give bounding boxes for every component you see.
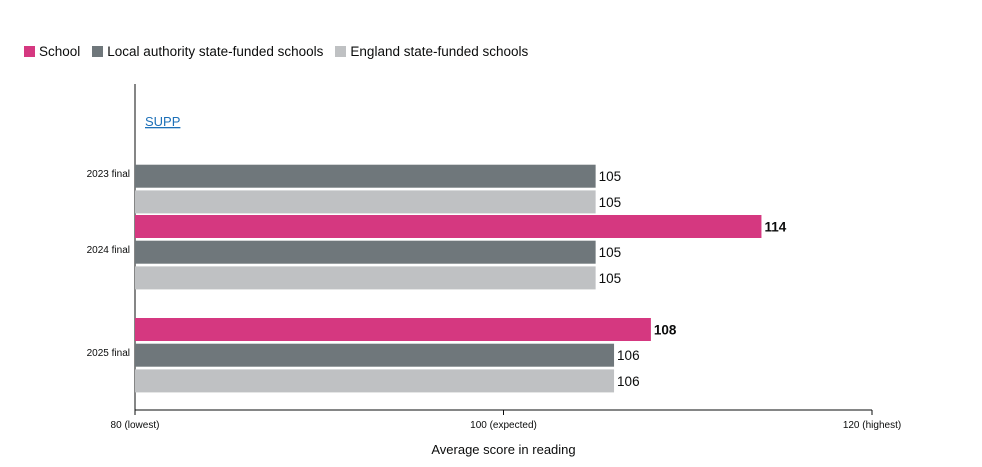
legend-item: Local authority state-funded schools bbox=[92, 44, 323, 59]
category-label: 2023 final bbox=[87, 169, 130, 180]
bar bbox=[135, 369, 615, 393]
bar-value-label: 108 bbox=[654, 323, 677, 338]
legend-swatch bbox=[24, 46, 35, 57]
category-label: 2024 final bbox=[87, 245, 130, 256]
bar bbox=[135, 215, 762, 238]
bar bbox=[135, 266, 596, 290]
legend-swatch bbox=[335, 46, 347, 57]
bar bbox=[135, 190, 596, 214]
legend-label: School bbox=[39, 44, 81, 59]
bar-value-label: 106 bbox=[617, 374, 640, 389]
legend-label: Local authority state-funded schools bbox=[107, 44, 324, 59]
x-tick-label: 100 (expected) bbox=[470, 420, 537, 431]
bar bbox=[135, 240, 596, 264]
legend-item: School bbox=[24, 44, 80, 59]
bar-value-label: 105 bbox=[599, 271, 622, 286]
chart-legend: School Local authority state-funded schoo… bbox=[24, 44, 540, 59]
suppressed-link[interactable]: SUPP bbox=[145, 114, 180, 129]
bar-value-label: 105 bbox=[599, 245, 622, 260]
x-axis-title: Average score in reading bbox=[431, 442, 575, 457]
bar-value-label: 105 bbox=[599, 195, 622, 210]
x-tick-label: 80 (lowest) bbox=[111, 420, 160, 431]
legend-label: England state-funded schools bbox=[350, 44, 529, 59]
category-label: 2025 final bbox=[87, 348, 130, 359]
x-tick-label: 120 (highest) bbox=[843, 420, 901, 431]
bar bbox=[135, 164, 596, 188]
bar bbox=[135, 343, 615, 367]
bar-value-label: 114 bbox=[764, 220, 786, 235]
bar bbox=[135, 318, 651, 341]
bar-value-label: 106 bbox=[617, 348, 640, 363]
legend-swatch bbox=[92, 46, 104, 57]
legend-item: England state-funded schools bbox=[335, 44, 528, 59]
bar-value-label: 105 bbox=[599, 169, 622, 184]
